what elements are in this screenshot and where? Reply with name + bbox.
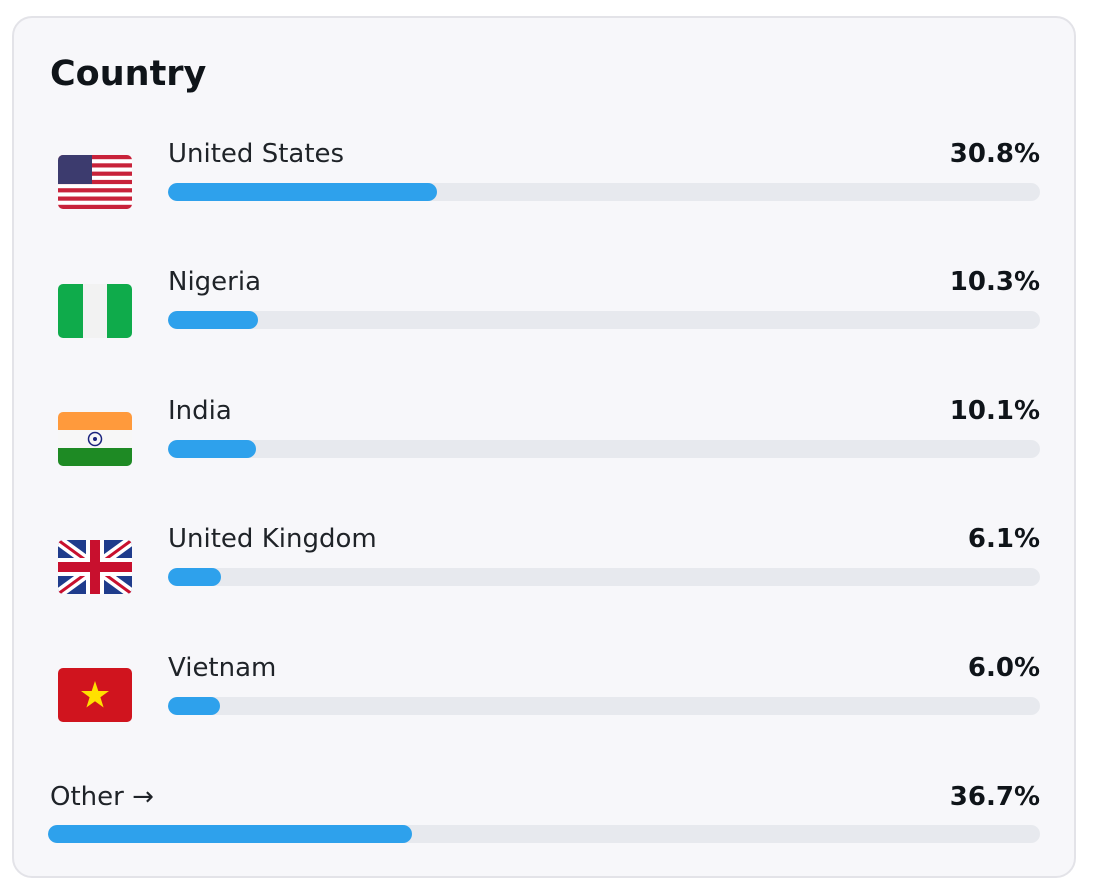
flag-us [58, 155, 132, 209]
bar-track [168, 183, 1040, 201]
country-label: India [168, 395, 232, 426]
bar [168, 311, 258, 330]
bar [168, 183, 437, 201]
card-title: Country [50, 54, 207, 94]
bar-track [168, 696, 1040, 715]
bar [168, 696, 221, 715]
country-label: Vietnam [168, 652, 277, 683]
flag-ng [58, 284, 132, 338]
percent-label: 30.8% [949, 139, 1040, 169]
flag-uk [58, 540, 132, 594]
bar-track [168, 311, 1040, 330]
flag-in [58, 412, 132, 466]
bar-track [168, 439, 1040, 458]
percent-label: 10.3% [949, 267, 1040, 298]
country-label: Nigeria [168, 267, 262, 298]
country-label: United Kingdom [168, 524, 377, 555]
percent-label: 6.0% [967, 652, 1040, 683]
bar [168, 439, 257, 458]
bar [48, 825, 413, 843]
bar-track [48, 825, 1040, 843]
country-label: United States [168, 139, 345, 169]
percent-label: 6.1% [967, 524, 1040, 555]
percent-label: 36.7% [949, 782, 1040, 812]
bar-track [168, 568, 1040, 587]
percent-label: 10.1% [949, 395, 1040, 426]
flag-vn [58, 668, 132, 722]
bar [168, 568, 222, 587]
other-link[interactable]: Other → [50, 782, 154, 812]
